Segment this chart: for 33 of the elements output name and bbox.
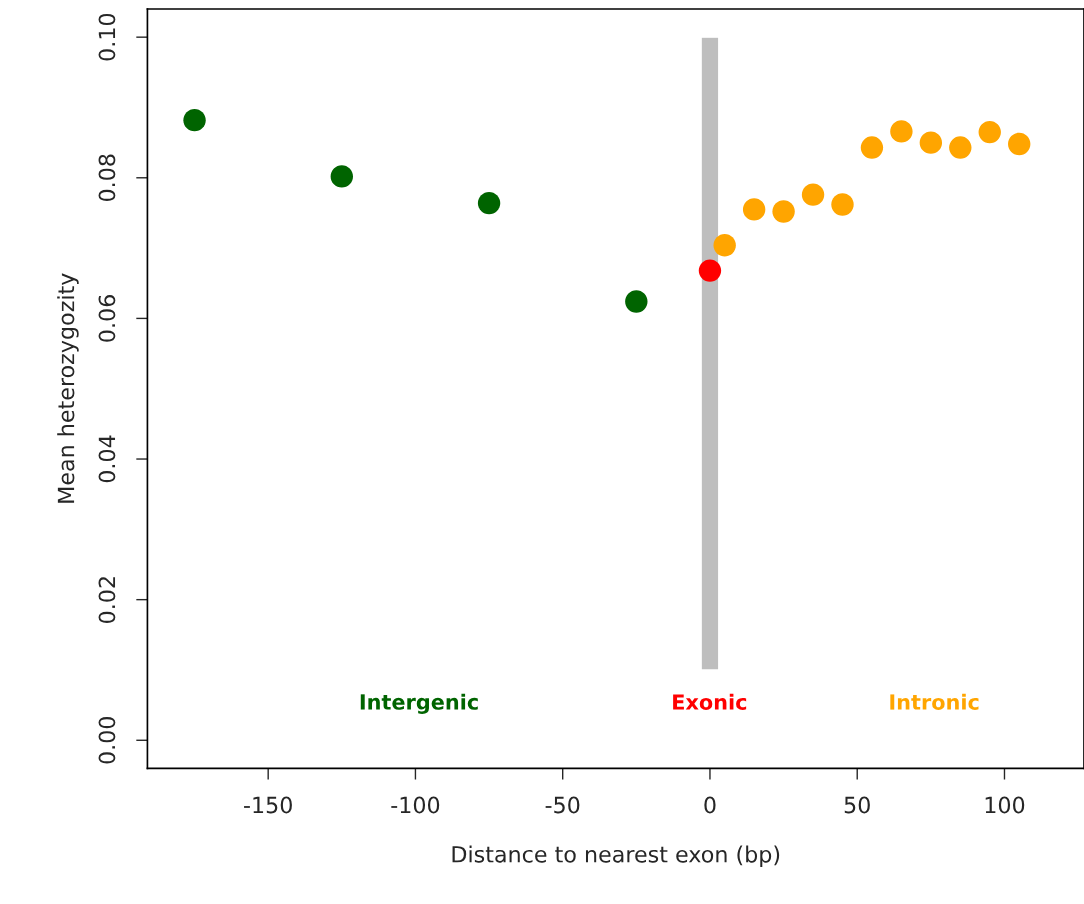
annotation: Exonic [673,693,747,710]
point [801,183,825,206]
point [330,165,354,188]
x-tick-label: 100 [985,796,1025,814]
annotation: Intergenic [360,693,478,715]
y-tick-label: 0.06 [98,295,116,342]
point [1008,132,1031,156]
point [890,120,913,143]
point [477,191,501,215]
y-tick-label: 0.04 [98,435,116,483]
y-tick-label: 0.10 [98,13,116,61]
point [625,290,648,313]
y-tick-label: 0.00 [98,717,116,764]
y-tick-label: 0.02 [98,577,116,623]
point [949,136,972,159]
x-tick-label: -150 [244,796,292,814]
x-tick-label: -50 [545,796,580,814]
y-axis-title: Mean heterozygozity [57,273,79,503]
x-tick-label: 0 [704,796,716,814]
point [713,234,736,257]
point [698,259,722,282]
point [772,200,795,223]
annotation: Intronic [890,693,979,710]
x-tick-label: -100 [391,796,440,814]
point [860,136,884,159]
x-tick-label: 50 [844,796,870,814]
point [183,108,206,132]
point [919,131,943,154]
x-axis-title: Distance to nearest exon (bp) [452,845,780,867]
point [742,198,766,221]
point [831,193,854,216]
y-tick-label: 0.08 [98,154,116,202]
point [978,120,1001,144]
